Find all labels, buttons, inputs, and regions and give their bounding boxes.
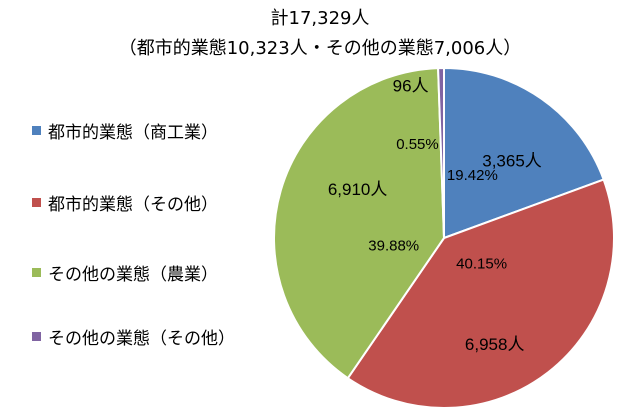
- slice-percent-label: 39.88%: [368, 237, 419, 254]
- pie-slice: [437, 66, 445, 239]
- legend-swatch: [32, 268, 41, 277]
- legend-label: 都市的業態（その他）: [48, 195, 218, 215]
- legend-item-agriculture: その他の業態（農業）: [32, 260, 218, 285]
- legend-swatch: [32, 126, 41, 135]
- slice-percent-label: 19.42%: [447, 167, 498, 184]
- legend-item-other-other: その他の業態（その他）: [32, 324, 235, 349]
- chart-title: 計17,329人: [270, 8, 370, 29]
- pie-slice: [273, 67, 446, 380]
- pie-slice: [346, 178, 615, 409]
- legend-item-commerce-industry: 都市的業態（商工業）: [32, 118, 218, 143]
- slice-value-label: 3,365人: [482, 151, 542, 170]
- slice-value-label: 96人: [393, 76, 429, 95]
- pie-slice: [443, 66, 605, 240]
- legend-label: その他の業態（その他）: [48, 329, 235, 349]
- slice-percent-label: 40.15%: [456, 255, 507, 272]
- legend-label: その他の業態（農業）: [48, 265, 218, 285]
- legend-swatch: [32, 198, 41, 207]
- legend-label: 都市的業態（商工業）: [48, 123, 218, 143]
- legend-swatch: [32, 332, 41, 341]
- legend-item-urban-other: 都市的業態（その他）: [32, 190, 218, 215]
- slice-value-label: 6,910人: [328, 180, 388, 199]
- slice-value-label: 6,958人: [465, 335, 525, 354]
- slice-percent-label: 0.55%: [396, 136, 439, 153]
- chart-subtitle: （都市的業態10,323人・その他の業態7,006人）: [118, 38, 522, 59]
